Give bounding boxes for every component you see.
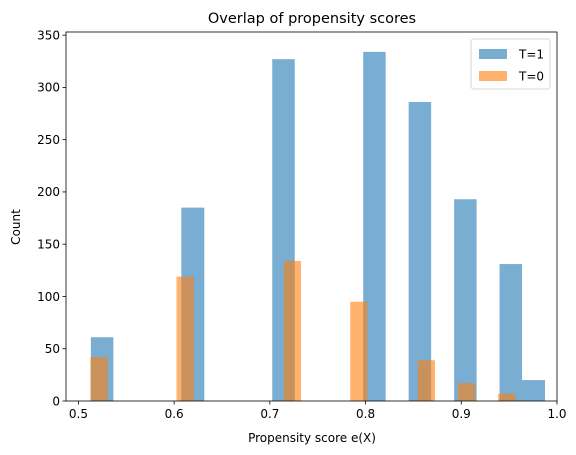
- x-tick-label: 0.9: [452, 407, 471, 421]
- bar-T0-5: [457, 383, 476, 401]
- plot-frame: [65, 31, 558, 402]
- bar-T0-4: [417, 360, 435, 401]
- bar-T0-0: [90, 357, 108, 401]
- x-tick-label: 0.8: [356, 407, 375, 421]
- bar-T1-3: [363, 51, 386, 402]
- bar-T0-1: [176, 276, 194, 401]
- bar-T1-7: [522, 380, 546, 401]
- x-tick-label: 0.5: [69, 407, 88, 421]
- y-tick-label: 350: [37, 28, 60, 42]
- legend-label: T=1: [518, 48, 544, 62]
- bar-T0-6: [498, 393, 516, 401]
- bar-T1-4: [408, 102, 432, 401]
- y-axis-label: Count: [9, 209, 23, 245]
- x-axis-label: Propensity score e(X): [248, 431, 376, 445]
- legend-swatch: [479, 49, 507, 59]
- y-tick-label: 300: [37, 81, 60, 95]
- legend-swatch: [479, 71, 507, 81]
- x-tick-label: 0.6: [165, 407, 184, 421]
- y-tick-label: 0: [52, 394, 60, 408]
- legend: T=1 T=0: [470, 38, 551, 90]
- bars-layer: [90, 51, 546, 402]
- bar-T0-3: [350, 301, 368, 401]
- y-tick-label: 50: [45, 342, 60, 356]
- x-tick-label: 1.0: [547, 407, 566, 421]
- y-tick-label: 100: [37, 290, 60, 304]
- legend-label: T=0: [518, 70, 544, 84]
- y-tick-label: 250: [37, 133, 60, 147]
- axes-layer: 0.5 0.6 0.7 0.8 0.9 1.0 0 50 100 150 200 250 300 350: [37, 28, 566, 421]
- chart-title: Overlap of propensity scores: [208, 11, 416, 27]
- bar-T1-5: [454, 199, 477, 401]
- bar-T0-2: [283, 260, 301, 401]
- y-tick-label: 200: [37, 185, 60, 199]
- bar-T1-6: [499, 264, 523, 401]
- x-tick-label: 0.7: [260, 407, 279, 421]
- y-tick-label: 150: [37, 238, 60, 252]
